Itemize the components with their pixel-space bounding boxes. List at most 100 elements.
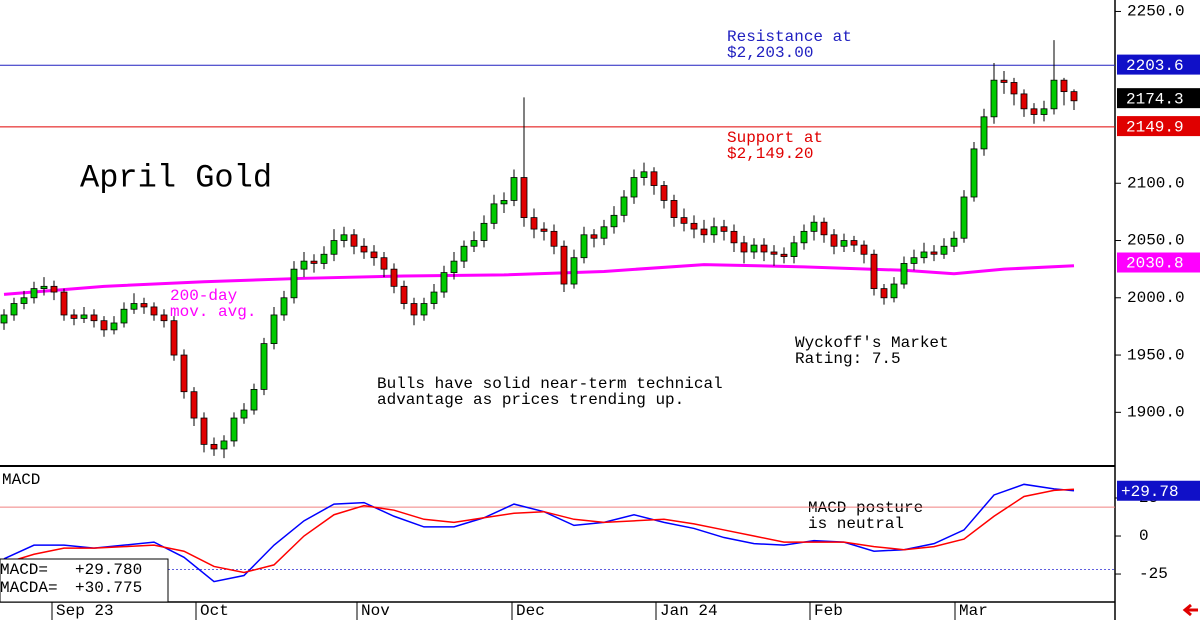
candle-body bbox=[980, 116, 988, 150]
candle-body bbox=[140, 303, 148, 308]
candle-body bbox=[810, 221, 818, 232]
candle-body bbox=[150, 306, 158, 316]
candle-body bbox=[180, 354, 188, 393]
readout-value: +30.775 bbox=[75, 579, 142, 597]
candle-body bbox=[160, 314, 168, 322]
price-marker bbox=[1117, 54, 1200, 75]
candle-body bbox=[970, 148, 978, 198]
price-marker bbox=[1117, 252, 1200, 273]
annotation: is neutral bbox=[808, 515, 904, 533]
candle-body bbox=[890, 283, 898, 299]
candle-body bbox=[200, 417, 208, 445]
level-label: Resistance at bbox=[727, 28, 852, 46]
candle-body bbox=[300, 260, 308, 270]
candle-body bbox=[750, 244, 758, 253]
x-tick-label: Dec bbox=[516, 602, 545, 620]
macd-marker-label: +29.78 bbox=[1121, 483, 1179, 501]
candle-body bbox=[620, 196, 628, 216]
candle-body bbox=[740, 242, 748, 253]
candle-body bbox=[540, 228, 548, 232]
candle-body bbox=[1000, 79, 1008, 83]
candle-body bbox=[510, 177, 518, 201]
candle-body bbox=[230, 417, 238, 442]
readout-box bbox=[0, 558, 169, 603]
annotation: MACD posture bbox=[808, 499, 923, 517]
candle-body bbox=[550, 230, 558, 247]
x-tick-label: Jan 24 bbox=[660, 602, 718, 620]
candle-body bbox=[760, 244, 768, 253]
candle-body bbox=[130, 303, 138, 310]
candle-body bbox=[360, 245, 368, 253]
candle-body bbox=[880, 288, 888, 299]
candle-body bbox=[660, 185, 668, 201]
candle-body bbox=[190, 391, 198, 419]
price-marker bbox=[1117, 88, 1200, 109]
candle-body bbox=[410, 303, 418, 316]
candle-body bbox=[690, 222, 698, 230]
level-label: $2,149.20 bbox=[727, 145, 813, 163]
candle-body bbox=[850, 240, 858, 246]
candle-body bbox=[990, 79, 998, 118]
candle-body bbox=[500, 200, 508, 205]
candle-body bbox=[1030, 108, 1038, 115]
candle-body bbox=[830, 234, 838, 247]
candle-body bbox=[440, 272, 448, 293]
candle-body bbox=[700, 228, 708, 236]
candle-body bbox=[110, 322, 118, 331]
candle-body bbox=[290, 268, 298, 299]
annotation: advantage as prices trending up. bbox=[377, 391, 684, 409]
y-tick-label: 1950.0 bbox=[1127, 346, 1185, 364]
candle-body bbox=[640, 171, 648, 178]
candle-body bbox=[350, 234, 358, 247]
candle-body bbox=[490, 203, 498, 224]
candle-body bbox=[720, 226, 728, 232]
candle-body bbox=[50, 285, 58, 293]
candle-body bbox=[650, 171, 658, 186]
candle-body bbox=[450, 260, 458, 273]
candle-body bbox=[20, 297, 28, 304]
readout-value: +29.780 bbox=[75, 561, 142, 579]
candle-body bbox=[260, 343, 268, 390]
level-label: Support at bbox=[727, 129, 823, 147]
candle-body bbox=[250, 389, 258, 411]
candle-body bbox=[480, 222, 488, 241]
candle-body bbox=[10, 303, 18, 316]
y-tick-label: 1900.0 bbox=[1127, 404, 1185, 422]
y-tick-label: 2100.0 bbox=[1127, 174, 1185, 192]
candle-body bbox=[670, 200, 678, 219]
candle-body bbox=[710, 226, 718, 236]
readout-label: MACDA= bbox=[0, 579, 58, 597]
candle-body bbox=[420, 303, 428, 316]
candle-body bbox=[590, 234, 598, 239]
macd-label: MACD bbox=[2, 471, 40, 489]
annotation: 200-day bbox=[170, 287, 238, 305]
annotation: Rating: 7.5 bbox=[795, 350, 901, 368]
candle-body bbox=[30, 288, 38, 299]
price-marker-label: 2203.6 bbox=[1126, 57, 1184, 75]
candle-body bbox=[170, 320, 178, 356]
readout-label: MACD= bbox=[0, 561, 48, 579]
candle-body bbox=[920, 251, 928, 259]
scroll-arrow[interactable] bbox=[1182, 603, 1198, 617]
x-tick-label: Nov bbox=[361, 602, 390, 620]
candle-body bbox=[680, 217, 688, 224]
annotation: mov. avg. bbox=[170, 303, 256, 321]
candle-body bbox=[240, 409, 248, 419]
y-tick-label: 2000.0 bbox=[1127, 289, 1185, 307]
candle-body bbox=[270, 314, 278, 344]
candle-body bbox=[900, 263, 908, 285]
macd-marker bbox=[1117, 480, 1200, 501]
candle-body bbox=[910, 257, 918, 264]
candle-body bbox=[860, 244, 868, 255]
y-tick-label: 2050.0 bbox=[1127, 232, 1185, 250]
candle-body bbox=[610, 214, 618, 228]
chart-title: April Gold bbox=[80, 159, 272, 196]
candle-body bbox=[560, 245, 568, 285]
candle-body bbox=[520, 177, 528, 219]
candle-body bbox=[280, 297, 288, 316]
candle-body bbox=[320, 253, 328, 264]
candle-body bbox=[1040, 108, 1048, 115]
candle-body bbox=[780, 253, 788, 257]
